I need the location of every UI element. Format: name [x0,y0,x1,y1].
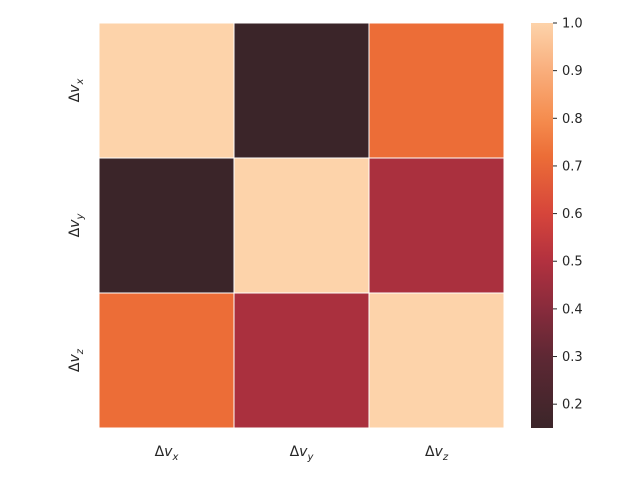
heatmap-cell-r1-c0 [98,157,235,294]
heatmap-cell-r2-c0 [98,292,235,429]
x-tick-label-x: Δvx [155,444,179,463]
colorbar-tick-label: 0.3 [562,350,583,365]
heatmap-cell-r0-c1 [233,22,370,159]
heatmap-cell-r0-c2 [368,22,505,159]
y-tick-labels: Δvx Δvy Δvz [67,79,86,373]
colorbar-gradient [531,23,553,428]
colorbar-tick-label: 0.7 [562,159,583,174]
colorbar-tick-label: 0.6 [562,207,583,222]
y-tick-label-y: Δvy [67,213,86,238]
heatmap-cell-r2-c1 [233,292,370,429]
heatmap-cell-r2-c2 [368,292,505,429]
colorbar: 0.2 0.3 0.4 0.5 0.6 0.7 0.8 0.9 1.0 [531,17,583,428]
colorbar-tick-label: 0.5 [562,255,583,270]
heatmap-cell-r0-c0 [98,22,235,159]
colorbar-tick-label: 0.2 [562,398,583,413]
colorbar-tick-label: 0.8 [562,112,583,127]
y-tick-label-z: Δvz [67,348,86,372]
x-tick-label-y: Δvy [290,444,315,463]
y-tick-label-x: Δvx [67,79,86,103]
heatmap-cell-r1-c2 [368,157,505,294]
heatmap-cells [98,22,505,429]
colorbar-tick-label: 1.0 [562,17,583,32]
x-tick-label-z: Δvz [425,444,449,463]
x-tick-labels: Δvx Δvy Δvz [155,444,449,463]
heatmap-cell-r1-c1 [233,157,370,294]
colorbar-tick-label: 0.9 [562,64,583,79]
colorbar-tick-label: 0.4 [562,302,583,317]
